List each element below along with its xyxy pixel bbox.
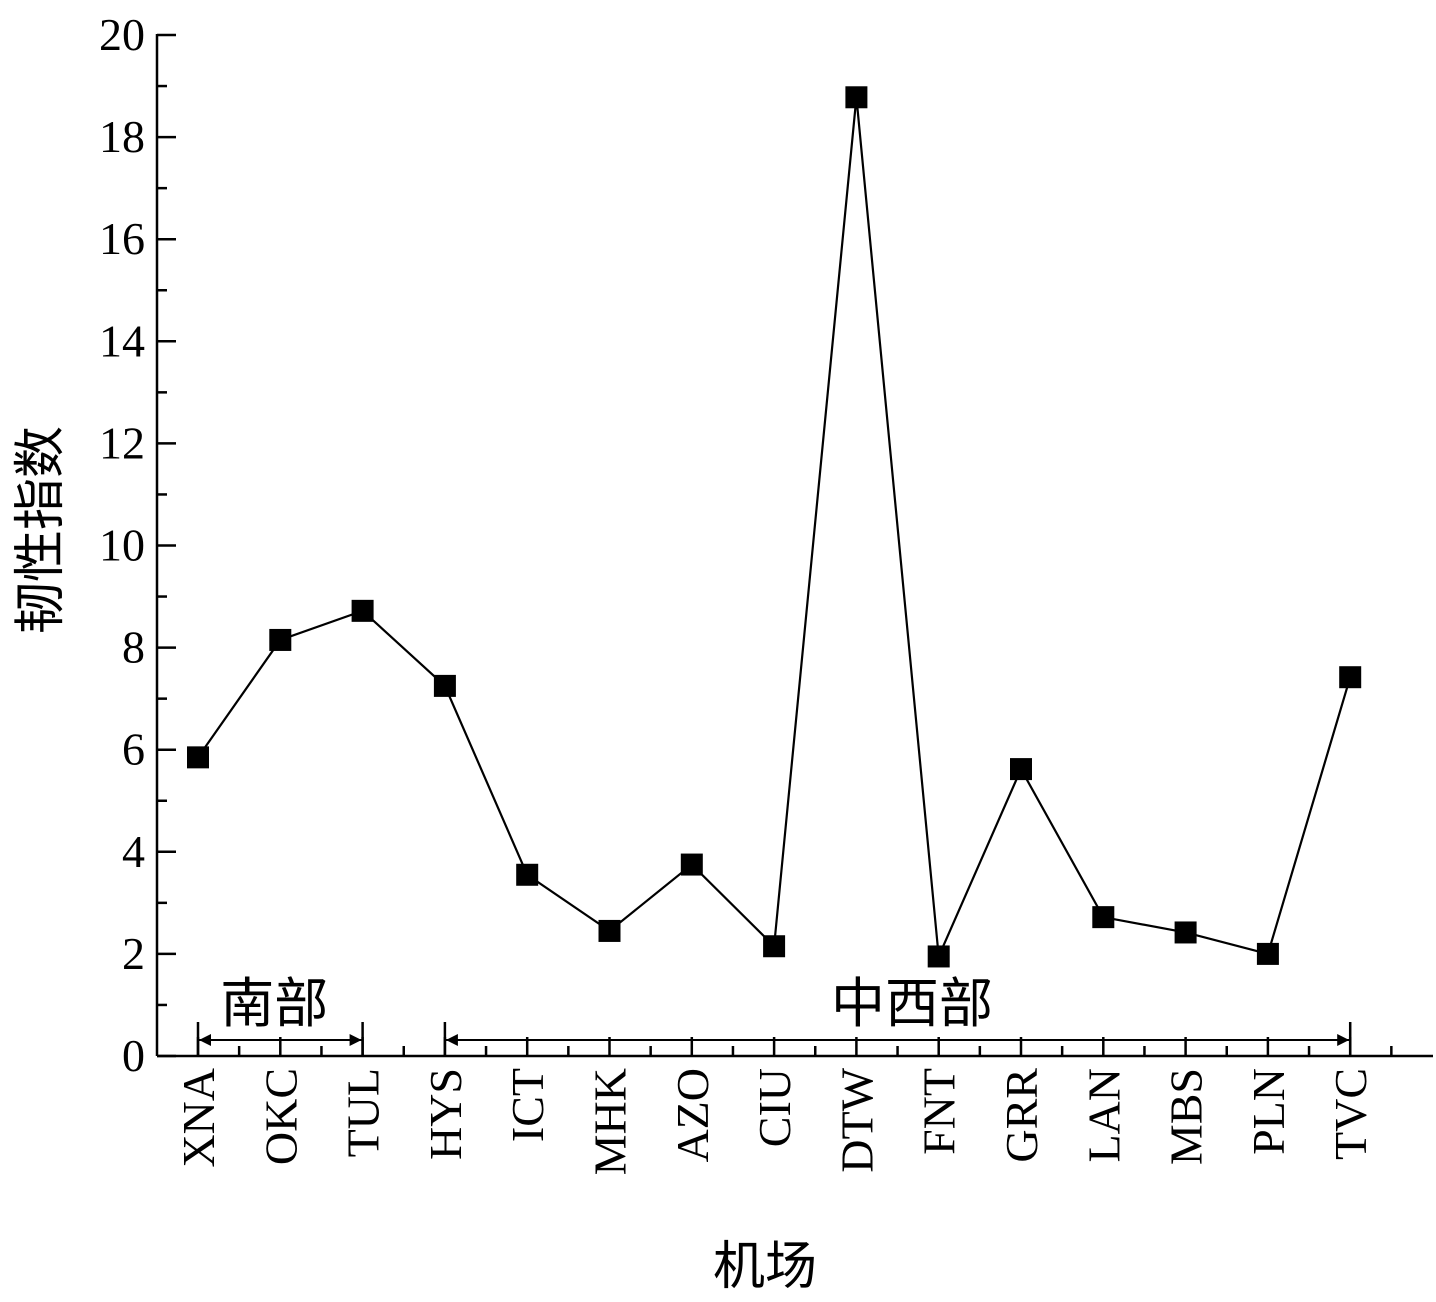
data-point <box>1174 921 1197 944</box>
data-point <box>598 919 621 942</box>
x-tick-label: CIU <box>749 1068 800 1147</box>
y-tick-label: 10 <box>99 520 145 571</box>
y-tick-label: 12 <box>99 417 145 468</box>
x-tick-label: XNA <box>173 1068 224 1168</box>
y-tick-label: 18 <box>99 111 145 162</box>
x-tick-label: MHK <box>585 1068 636 1175</box>
x-tick-label: OKC <box>255 1068 306 1165</box>
y-tick-label: 16 <box>99 213 145 264</box>
series-line <box>197 97 1352 961</box>
data-point <box>927 945 950 968</box>
data-point <box>1256 942 1279 965</box>
region-label: 中西部 <box>831 974 993 1034</box>
region-annotations: 南部 中西部 <box>196 974 1352 1056</box>
y-tick-label: 14 <box>99 315 145 366</box>
x-tick-label: LAN <box>1078 1068 1129 1163</box>
region-label: 南部 <box>220 974 328 1034</box>
data-point <box>187 746 209 769</box>
x-tick-label: MBS <box>1161 1068 1212 1165</box>
data-point <box>1010 758 1032 781</box>
x-tick-label: ICT <box>502 1068 553 1142</box>
data-point <box>763 935 786 958</box>
x-tick-label: FNT <box>914 1068 965 1155</box>
x-tick-label: TVC <box>1325 1068 1376 1160</box>
x-tick-label: PLN <box>1243 1068 1294 1155</box>
x-tick-label: HYS <box>420 1068 471 1160</box>
data-point <box>680 853 703 876</box>
x-tick-label: AZO <box>667 1068 718 1163</box>
y-tick-label: 8 <box>122 622 145 673</box>
data-point <box>269 628 292 651</box>
x-axis-ticks: XNA OKC TUL HYS ICT MHK AZO CIU DTW FNT GRR LAN MBS P… <box>173 1037 1393 1175</box>
y-tick-label: 2 <box>122 928 145 979</box>
x-axis-title: 机场 <box>713 1239 817 1296</box>
data-point <box>516 863 539 886</box>
axes <box>155 34 1433 1058</box>
data-line <box>197 97 1352 961</box>
data-point <box>1339 666 1362 689</box>
series-markers <box>187 86 1362 968</box>
x-tick-label: TUL <box>338 1068 389 1157</box>
y-tick-label: 6 <box>122 724 145 775</box>
x-tick-label: GRR <box>996 1068 1047 1163</box>
data-point <box>351 599 374 622</box>
x-tick-label: DTW <box>831 1067 882 1172</box>
y-tick-label: 4 <box>122 826 145 877</box>
y-tick-label: 0 <box>122 1030 145 1081</box>
data-point <box>433 674 456 697</box>
y-axis-title: 韧性指数 <box>13 426 70 634</box>
data-point <box>845 86 868 109</box>
y-axis-ticks: 0 2 4 6 8 10 12 14 16 18 20 <box>99 9 176 1081</box>
data-point <box>1092 906 1115 929</box>
y-tick-label: 20 <box>99 9 145 60</box>
